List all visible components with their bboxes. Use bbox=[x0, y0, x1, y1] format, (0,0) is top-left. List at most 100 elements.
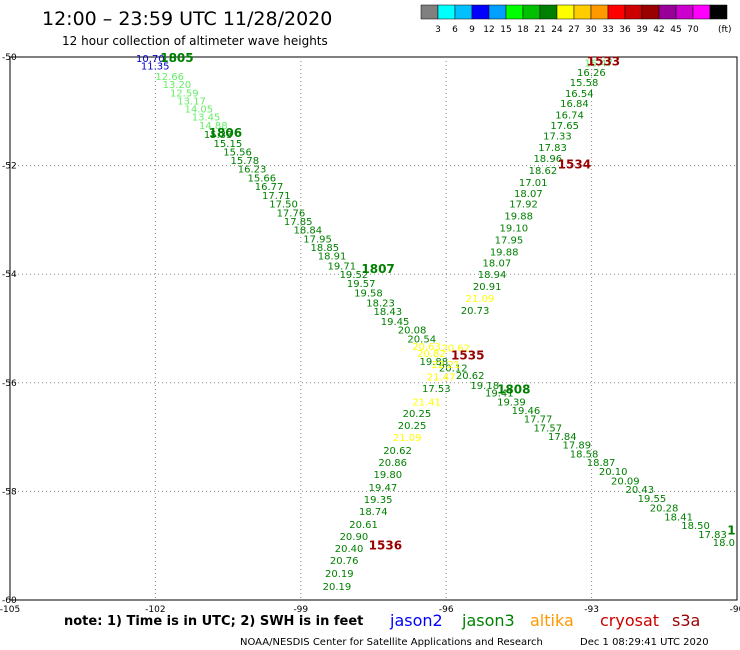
wave-height-point: 22.21 bbox=[432, 360, 461, 371]
wave-height-point: 17.89 bbox=[563, 441, 592, 452]
wave-height-point: 17.95 bbox=[303, 234, 332, 245]
wave-height-point: 20.91 bbox=[473, 282, 502, 293]
wave-height-point: 19.10 bbox=[500, 224, 529, 235]
x-tick-label: -90 bbox=[730, 605, 740, 615]
wave-height-point: 18.41 bbox=[664, 512, 693, 523]
wave-height-point: 14.05 bbox=[184, 105, 213, 116]
y-tick-label: -60 bbox=[2, 596, 17, 606]
wave-height-point: 19.46 bbox=[512, 406, 541, 417]
wave-height-point: 20.73 bbox=[461, 306, 490, 317]
wave-height-point: 12.59 bbox=[170, 88, 199, 99]
wave-height-point: 17.01 bbox=[519, 178, 548, 189]
wave-height-point: 17.65 bbox=[550, 121, 579, 132]
colorbar-label: 3 bbox=[435, 25, 441, 35]
wave-height-point: 17.77 bbox=[524, 415, 553, 426]
colorbar-label: 21 bbox=[534, 25, 545, 35]
x-tick-label: -105 bbox=[0, 605, 20, 615]
x-tick-label: -96 bbox=[439, 605, 454, 615]
pass-time-label: 1807 bbox=[361, 262, 394, 276]
wave-height-point: 18.50 bbox=[681, 521, 710, 532]
legend-jason3: jason3 bbox=[461, 611, 515, 630]
colorbar-swatch bbox=[709, 4, 728, 20]
wave-height-point: 19.88 bbox=[504, 212, 533, 223]
wave-height-point: 18.07 bbox=[483, 258, 512, 269]
wave-height-point: 15.58 bbox=[570, 78, 599, 89]
wave-height-point: 21.09 bbox=[466, 294, 495, 305]
wave-height-point: 20.09 bbox=[611, 477, 640, 488]
wave-height-point: 18.85 bbox=[310, 243, 339, 254]
wave-height-point: 18.94 bbox=[478, 270, 507, 281]
colorbar-swatch bbox=[454, 4, 473, 20]
colorbar-label: 27 bbox=[568, 25, 579, 35]
legend-altika: altika bbox=[530, 611, 574, 630]
wave-height-point: 17.33 bbox=[543, 132, 572, 143]
colorbar-label: 9 bbox=[469, 25, 475, 35]
wave-height-point: 20.12 bbox=[439, 364, 468, 375]
wave-height-point: 18.96 bbox=[533, 154, 562, 165]
wave-height-point: 19.41 bbox=[485, 389, 514, 400]
wave-height-point: 17.57 bbox=[533, 423, 562, 434]
y-tick-label: -50 bbox=[2, 53, 17, 63]
wave-height-point: 18.84 bbox=[294, 226, 323, 237]
wave-height-point: 20.19 bbox=[323, 582, 352, 593]
wave-height-point: 17.83 bbox=[538, 143, 567, 154]
chart-subtitle: 12 hour collection of altimeter wave hei… bbox=[62, 34, 328, 48]
colorbar-label: 15 bbox=[500, 25, 511, 35]
pass-time-label: 1808 bbox=[497, 382, 530, 396]
wave-height-point: 18.87 bbox=[587, 458, 616, 469]
wave-height-point: 19.35 bbox=[364, 495, 393, 506]
wave-height-point: 16.54 bbox=[565, 89, 594, 100]
colorbar-label: 36 bbox=[619, 25, 631, 35]
colorbar-swatch bbox=[505, 4, 524, 20]
wave-height-point: 20.08 bbox=[398, 326, 427, 337]
wave-height-point: 17.76 bbox=[277, 208, 306, 219]
wave-height-point: 12.66 bbox=[155, 72, 184, 83]
wave-height-point: 19.58 bbox=[354, 289, 383, 300]
wave-height-point: 20.28 bbox=[650, 504, 679, 515]
legend-jason2: jason2 bbox=[389, 611, 443, 630]
wave-height-point: 18.23 bbox=[366, 298, 395, 309]
pass-time-label: 1535 bbox=[451, 349, 484, 363]
wave-height-point: 16.84 bbox=[560, 99, 589, 110]
footer-timestamp: Dec 1 08:29:41 UTC 2020 bbox=[580, 637, 709, 648]
wave-height-point: 21.09 bbox=[393, 433, 422, 444]
wave-height-point: 18.74 bbox=[359, 507, 388, 518]
wave-height-point: 20.25 bbox=[403, 409, 432, 420]
x-tick-label: -102 bbox=[145, 605, 165, 615]
wave-height-point: 20.25 bbox=[398, 421, 427, 432]
wave-height-point: 19.80 bbox=[374, 470, 403, 481]
wave-height-point: 16.74 bbox=[555, 111, 584, 122]
wave-height-point: 19.57 bbox=[347, 279, 376, 290]
wave-height-point: 11.35 bbox=[141, 62, 170, 73]
wave-height-point: 13.45 bbox=[192, 113, 221, 124]
colorbar-label: 39 bbox=[636, 25, 648, 35]
wave-height-point: 16.47 bbox=[584, 58, 613, 69]
chart-title: 12:00 – 23:59 UTC 11/28/2020 bbox=[42, 8, 332, 30]
wave-height-point: 14.88 bbox=[199, 121, 228, 132]
wave-height-point: 15.66 bbox=[247, 174, 276, 185]
colorbar-swatch bbox=[420, 4, 439, 20]
wave-height-point: 20.90 bbox=[340, 532, 369, 543]
y-tick-label: -52 bbox=[2, 162, 17, 172]
wave-height-point: 20.86 bbox=[378, 458, 407, 469]
wave-height-point: 20.10 bbox=[599, 467, 628, 478]
wave-height-point: 17.83 bbox=[698, 530, 727, 541]
colorbar-label: 6 bbox=[452, 25, 458, 35]
wave-height-point: 17.95 bbox=[495, 235, 524, 246]
colorbar-swatch bbox=[607, 4, 626, 20]
wave-height-point: 20.62 bbox=[441, 344, 470, 355]
pass-time-label: 1533 bbox=[587, 54, 620, 68]
legend-cryosat: cryosat bbox=[600, 611, 659, 630]
wave-height-point: 17.50 bbox=[269, 200, 298, 211]
wave-height-point: 19.45 bbox=[381, 317, 410, 328]
wave-height-point: 15.33 bbox=[204, 130, 233, 141]
wave-height-point: 20.76 bbox=[330, 556, 359, 567]
colorbar-swatch bbox=[624, 4, 643, 20]
colorbar-swatch bbox=[658, 4, 677, 20]
colorbar-label: 33 bbox=[602, 25, 613, 35]
wave-height-point: 17.71 bbox=[262, 191, 291, 202]
wave-height-point: 17.85 bbox=[284, 217, 313, 228]
colorbar-swatch bbox=[437, 4, 456, 20]
colorbar-swatch bbox=[556, 4, 575, 20]
y-tick-label: -54 bbox=[2, 270, 17, 280]
